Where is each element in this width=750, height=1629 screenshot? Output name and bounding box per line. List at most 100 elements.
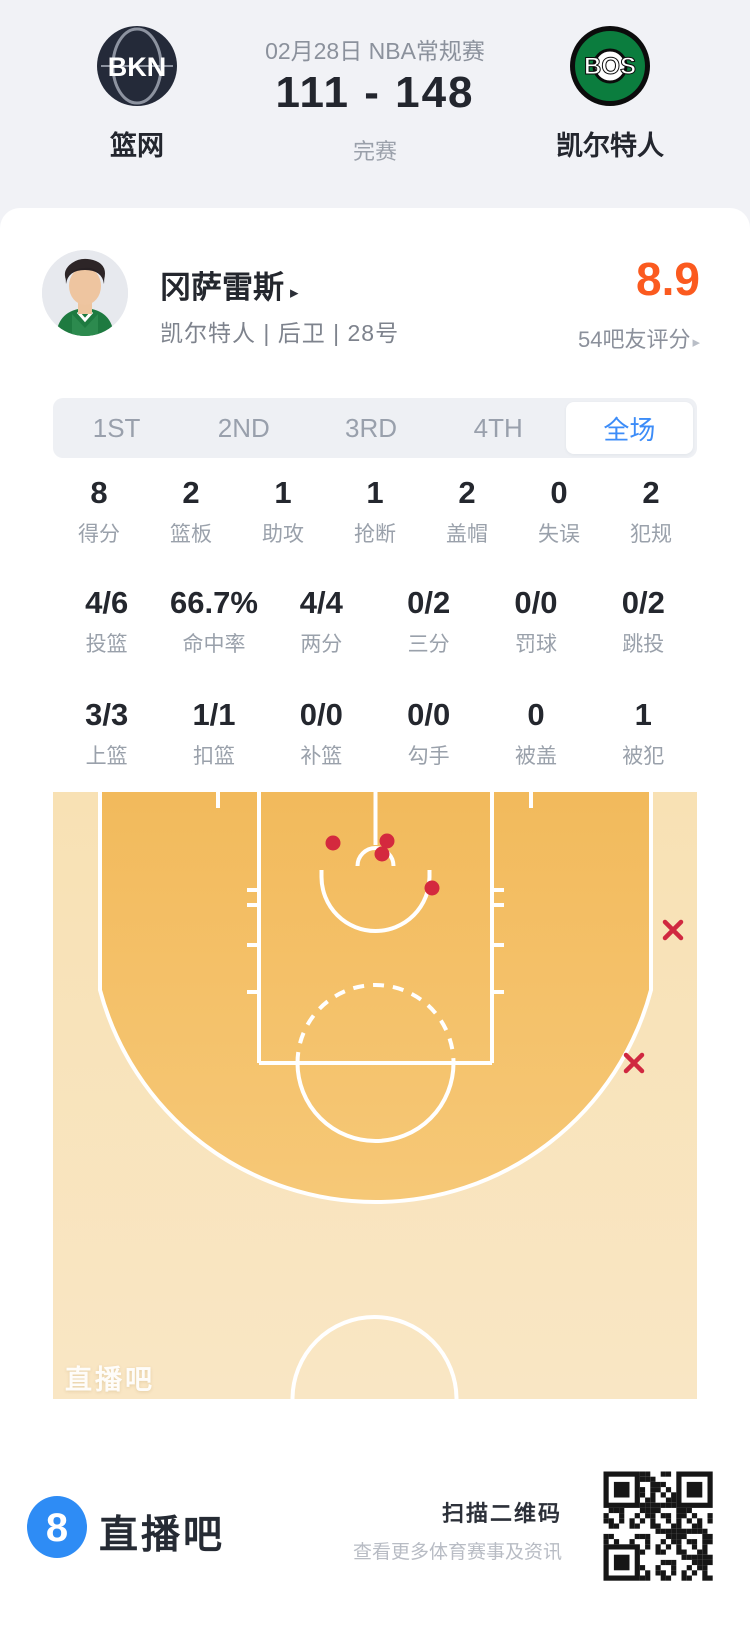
shot-marks	[325, 833, 684, 1074]
stat-label: 罚球	[514, 633, 557, 656]
three-point-area	[100, 792, 651, 1203]
stat-label: 投篮	[85, 633, 128, 656]
shot-chart-court	[53, 792, 697, 1400]
stat-cell-失误: 0 失误	[513, 476, 605, 548]
stat-value: 2	[458, 475, 476, 510]
stat-cell-补篮: 0/0 补篮	[268, 698, 375, 770]
stat-value: 4/6	[85, 585, 129, 620]
stat-value: 2	[642, 475, 660, 510]
tab-1st[interactable]: 1ST	[92, 412, 141, 443]
stat-value: 3/3	[85, 697, 129, 732]
stat-cell-抢断: 1 抢断	[329, 476, 421, 548]
stat-cell-跳投: 0/2 跳投	[590, 586, 697, 658]
qr-code	[600, 1468, 716, 1584]
stat-value: 1	[366, 475, 384, 510]
player-avatar[interactable]	[42, 250, 128, 336]
stat-value: 1	[634, 697, 652, 732]
brand-name: 直播吧	[99, 1514, 226, 1557]
stat-label: 犯规	[630, 523, 672, 546]
qr-title: 扫描二维码	[441, 1501, 562, 1526]
stat-label: 被盖	[514, 745, 557, 768]
stat-cell-得分: 8 得分	[53, 476, 145, 548]
stat-cell-犯规: 2 犯规	[605, 476, 697, 548]
stat-cell-三分: 0/2 三分	[375, 586, 482, 658]
stat-label: 两分	[300, 633, 343, 656]
stat-label: 失误	[538, 523, 580, 546]
stat-label: 助攻	[262, 523, 304, 546]
home-team-name[interactable]: 篮网	[110, 131, 164, 161]
player-name[interactable]: 冈萨雷斯 ▸	[160, 270, 299, 305]
qr-caption: 扫描二维码 查看更多体育赛事及资讯	[330, 1496, 562, 1564]
svg-text:8: 8	[46, 1506, 68, 1550]
away-team-abbr: BOS	[584, 53, 636, 80]
away-team-logo[interactable]: BOS	[568, 24, 652, 108]
game-score: 111 - 148	[275, 68, 475, 117]
zhibo8-logo-icon: 8	[26, 1496, 88, 1558]
stat-value: 1/1	[192, 697, 236, 732]
stat-label: 命中率	[182, 633, 246, 656]
stat-cell-被盖: 0 被盖	[482, 698, 589, 770]
rim-arc	[355, 846, 396, 867]
tab-full-game[interactable]: 全场	[565, 402, 694, 454]
qr-subtitle: 查看更多体育赛事及资讯	[352, 1542, 562, 1563]
stat-value: 66.7%	[170, 585, 258, 620]
home-team-abbr: BKN	[108, 52, 167, 82]
center-circle	[290, 1315, 459, 1400]
court-watermark: 直播吧	[65, 1365, 155, 1395]
stat-cell-两分: 4/4 两分	[268, 586, 375, 658]
stat-value: 0/0	[299, 697, 343, 732]
stat-label: 三分	[407, 633, 450, 656]
stat-label: 补篮	[300, 745, 343, 768]
away-team-name[interactable]: 凯尔特人	[556, 131, 664, 161]
missed-shot-x	[623, 1052, 645, 1074]
stat-row-detail: 3/3 上篮 1/1 扣篮 0/0 补篮 0/0 勾手 0 被盖 1 被犯	[53, 698, 697, 770]
stat-cell-扣篮: 1/1 扣篮	[160, 698, 267, 770]
stat-value: 8	[90, 475, 108, 510]
free-throw-circle-solid	[295, 1062, 456, 1143]
stat-label: 勾手	[407, 745, 450, 768]
player-info: 凯尔特人 | 后卫 | 28号	[160, 320, 400, 346]
stat-cell-勾手: 0/0 勾手	[375, 698, 482, 770]
stat-label: 得分	[78, 523, 120, 546]
tab-2nd[interactable]: 2ND	[217, 412, 270, 443]
stat-value: 0/2	[621, 585, 665, 620]
stat-value: 0/2	[407, 585, 451, 620]
tab-3rd[interactable]: 3RD	[345, 412, 398, 443]
stat-label: 上篮	[85, 745, 128, 768]
made-shot-dot	[424, 880, 440, 896]
stat-row-basic: 8 得分 2 篮板 1 助攻 1 抢断 2 盖帽 0 失误 2 犯规	[53, 476, 697, 548]
stat-cell-投篮: 4/6 投篮	[53, 586, 160, 658]
home-team-logo[interactable]: BKN	[95, 24, 179, 108]
stat-value: 0	[527, 697, 545, 732]
game-status: 完赛	[352, 139, 397, 164]
restricted-arc	[319, 870, 432, 933]
free-throw-circle-dashed	[295, 983, 456, 1064]
stat-row-shooting: 4/6 投篮 66.7% 命中率 4/4 两分 0/2 三分 0/0 罚球 0/2 跳投	[53, 586, 697, 658]
stat-value: 1	[274, 475, 292, 510]
tab-4th[interactable]: 4TH	[473, 412, 523, 443]
stat-cell-命中率: 66.7% 命中率	[160, 586, 267, 658]
stat-value: 0/0	[514, 585, 558, 620]
stat-cell-篮板: 2 篮板	[145, 476, 237, 548]
missed-shot-x	[662, 919, 684, 941]
stat-cell-被犯: 1 被犯	[590, 698, 697, 770]
expand-arrow-icon: ▸	[290, 283, 299, 302]
stat-value: 4/4	[299, 585, 343, 620]
stat-label: 盖帽	[446, 523, 488, 546]
made-shot-dot	[379, 833, 395, 849]
stat-label: 被犯	[622, 745, 665, 768]
stat-value: 0	[550, 475, 568, 510]
stat-cell-上篮: 3/3 上篮	[53, 698, 160, 770]
stat-label: 篮板	[170, 523, 212, 546]
stat-cell-助攻: 1 助攻	[237, 476, 329, 548]
stat-label: 抢断	[354, 523, 396, 546]
three-point-line	[98, 792, 653, 1205]
rating-votes-link[interactable]: 54吧友评分 ▸	[577, 327, 700, 352]
chevron-right-icon: ▸	[692, 334, 700, 351]
made-shot-dot	[374, 846, 390, 862]
stat-value: 0/0	[407, 697, 451, 732]
player-rating[interactable]: 8.9	[636, 253, 700, 305]
stat-label: 扣篮	[192, 745, 235, 768]
stat-label: 跳投	[622, 633, 665, 656]
